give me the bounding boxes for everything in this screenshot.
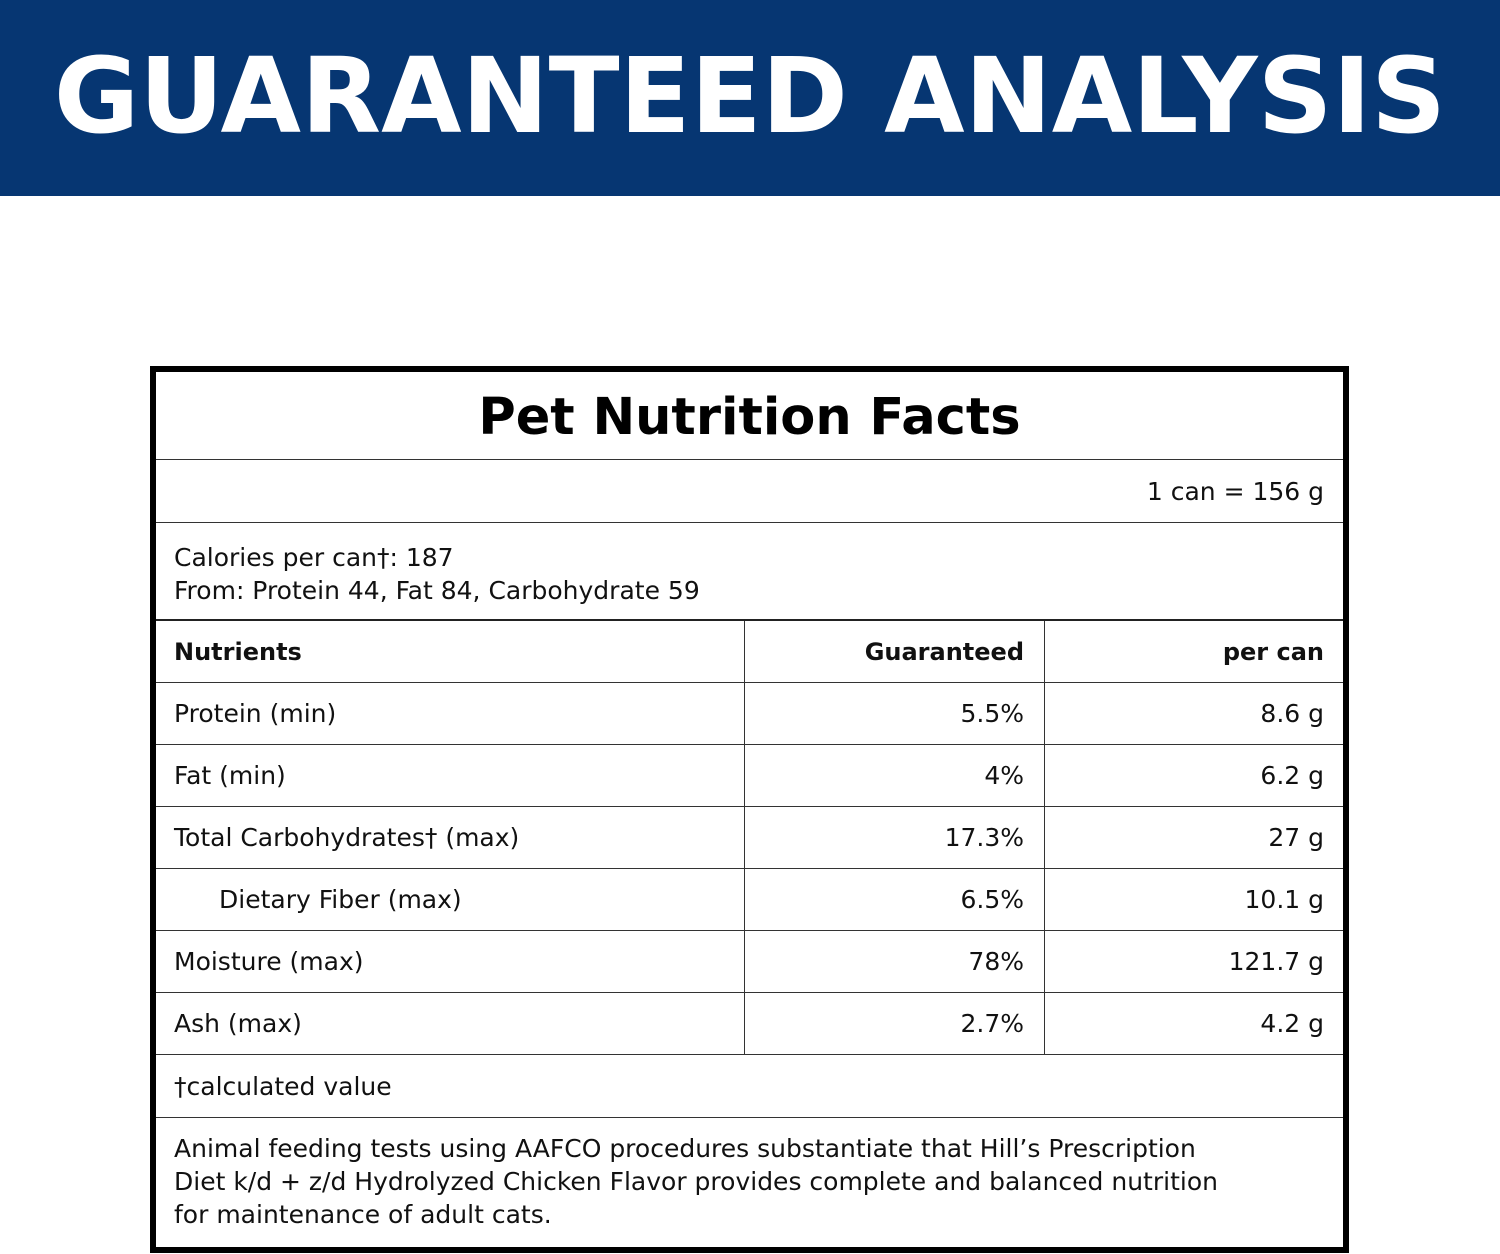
nutrient-per-can: 121.7 g (1228, 947, 1324, 976)
feeding-statement: Animal feeding tests using AAFCO procedu… (156, 1118, 1343, 1231)
nutrient-name: Protein (min) (156, 683, 745, 744)
footnote: †calculated value (174, 1071, 392, 1101)
nutrient-guaranteed: 6.5% (745, 869, 1045, 930)
calories-row: Calories per can†: 187 From: Protein 44,… (156, 523, 1343, 621)
nutrient-guaranteed: 5.5% (745, 683, 1045, 744)
nutrient-name: Total Carbohydrates† (max) (156, 807, 745, 868)
header-banner: GUARANTEED ANALYSIS (0, 0, 1500, 196)
header-nutrients: Nutrients (156, 621, 745, 682)
calories-breakdown: From: Protein 44, Fat 84, Carbohydrate 5… (174, 576, 700, 605)
statement-line: Diet k/d + z/d Hydrolyzed Chicken Flavor… (174, 1167, 1218, 1196)
table-row: Fat (min) 4% 6.2 g (156, 745, 1343, 807)
nutrient-per-can: 10.1 g (1244, 885, 1324, 914)
nutrient-per-can: 6.2 g (1260, 761, 1324, 790)
serving-size-row: 1 can = 156 g (156, 460, 1343, 523)
nutrient-guaranteed: 4% (745, 745, 1045, 806)
table-row: Total Carbohydrates† (max) 17.3% 27 g (156, 807, 1343, 869)
nutrient-guaranteed: 2.7% (745, 993, 1045, 1054)
nutrient-name: Ash (max) (156, 993, 745, 1054)
nutrient-guaranteed: 17.3% (745, 807, 1045, 868)
panel-title-row: Pet Nutrition Facts (156, 372, 1343, 460)
nutrient-per-can: 27 g (1268, 823, 1324, 852)
calories-per-can: Calories per can†: 187 (174, 543, 454, 572)
nutrient-name: Moisture (max) (156, 931, 745, 992)
statement-line: for maintenance of adult cats. (174, 1200, 552, 1229)
table-row: Dietary Fiber (max) 6.5% 10.1 g (156, 869, 1343, 931)
nutrient-name: Fat (min) (156, 745, 745, 806)
nutrition-facts-panel: Pet Nutrition Facts 1 can = 156 g Calori… (150, 366, 1349, 1253)
banner-title: GUARANTEED ANALYSIS (53, 35, 1447, 157)
footnote-row: †calculated value (156, 1055, 1343, 1118)
table-header-row: Nutrients Guaranteed per can (156, 621, 1343, 683)
nutrient-per-can: 4.2 g (1260, 1009, 1324, 1038)
table-row: Ash (max) 2.7% 4.2 g (156, 993, 1343, 1055)
table-row: Moisture (max) 78% 121.7 g (156, 931, 1343, 993)
header-guaranteed: Guaranteed (745, 621, 1045, 682)
serving-size: 1 can = 156 g (1146, 476, 1324, 506)
nutrient-name: Dietary Fiber (max) (156, 869, 745, 930)
nutrient-guaranteed: 78% (745, 931, 1045, 992)
table-row: Protein (min) 5.5% 8.6 g (156, 683, 1343, 745)
panel-title: Pet Nutrition Facts (478, 388, 1021, 447)
statement-line: Animal feeding tests using AAFCO procedu… (174, 1134, 1196, 1163)
nutrient-per-can: 8.6 g (1260, 699, 1324, 728)
header-per-can: per can (1222, 637, 1324, 666)
